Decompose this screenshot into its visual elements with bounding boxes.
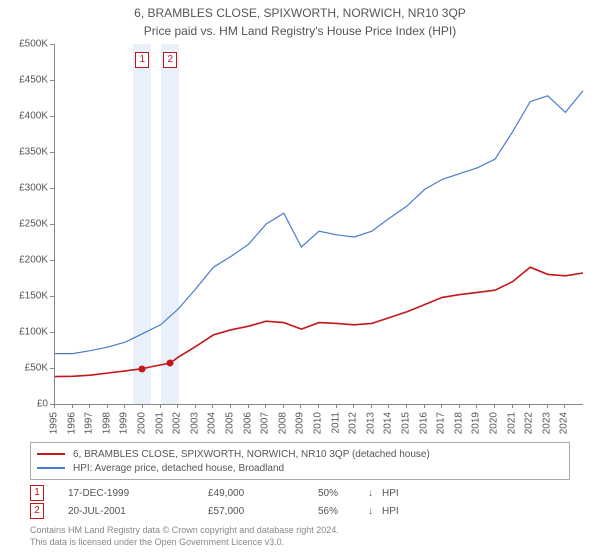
sale-pct: 56%	[318, 506, 368, 517]
y-axis-label: £250K	[2, 219, 48, 230]
legend-item: 6, BRAMBLES CLOSE, SPIXWORTH, NORWICH, N…	[37, 447, 563, 461]
down-arrow-icon: ↓	[368, 488, 382, 499]
legend-label: HPI: Average price, detached house, Broa…	[73, 463, 284, 474]
sale-price: £49,000	[208, 488, 318, 499]
x-axis-label: 1997	[84, 412, 95, 434]
y-axis-label: £450K	[2, 75, 48, 86]
x-axis-label: 2012	[348, 412, 359, 434]
x-axis-label: 1998	[101, 412, 112, 434]
x-axis-label: 2017	[436, 412, 447, 434]
sale-vs: HPI	[382, 506, 570, 517]
x-axis-label: 2008	[277, 412, 288, 434]
x-axis-label: 2016	[418, 412, 429, 434]
y-axis-label: £150K	[2, 291, 48, 302]
x-axis-label: 2024	[559, 412, 570, 434]
x-axis-label: 2018	[453, 412, 464, 434]
sale-vs: HPI	[382, 488, 570, 499]
y-axis-label: £0	[2, 399, 48, 410]
legend-label: 6, BRAMBLES CLOSE, SPIXWORTH, NORWICH, N…	[73, 449, 430, 460]
x-axis-label: 2002	[172, 412, 183, 434]
x-axis-label: 1999	[119, 412, 130, 434]
x-axis-label: 2007	[260, 412, 271, 434]
x-axis-label: 1995	[49, 412, 60, 434]
x-axis-label: 1996	[66, 412, 77, 434]
y-axis-label: £500K	[2, 39, 48, 50]
footer-line: This data is licensed under the Open Gov…	[30, 536, 339, 548]
x-axis-label: 2019	[471, 412, 482, 434]
x-axis-label: 2001	[154, 412, 165, 434]
sale-price: £57,000	[208, 506, 318, 517]
x-axis-label: 2011	[330, 412, 341, 434]
chart-svg	[55, 44, 583, 404]
chart-container: 6, BRAMBLES CLOSE, SPIXWORTH, NORWICH, N…	[0, 0, 600, 560]
chart-subtitle: Price paid vs. HM Land Registry's House …	[0, 20, 600, 38]
sale-marker: 1	[30, 485, 44, 501]
table-row: 1 17-DEC-1999 £49,000 50% ↓ HPI	[30, 484, 570, 502]
chart-title: 6, BRAMBLES CLOSE, SPIXWORTH, NORWICH, N…	[0, 0, 600, 20]
series-line-hpi	[55, 91, 583, 354]
x-axis-label: 2000	[137, 412, 148, 434]
x-axis-label: 2022	[524, 412, 535, 434]
sale-point	[167, 359, 174, 366]
y-axis-label: £400K	[2, 111, 48, 122]
x-axis-label: 2023	[541, 412, 552, 434]
table-row: 2 20-JUL-2001 £57,000 56% ↓ HPI	[30, 502, 570, 520]
sale-point	[139, 365, 146, 372]
x-axis-label: 2003	[189, 412, 200, 434]
x-axis-label: 2013	[365, 412, 376, 434]
x-axis-label: 2020	[489, 412, 500, 434]
x-axis-label: 2005	[225, 412, 236, 434]
sale-pct: 50%	[318, 488, 368, 499]
x-axis-label: 2006	[242, 412, 253, 434]
legend: 6, BRAMBLES CLOSE, SPIXWORTH, NORWICH, N…	[30, 442, 570, 480]
legend-swatch	[37, 467, 65, 469]
sale-marker-box: 2	[163, 52, 177, 68]
x-axis-label: 2021	[506, 412, 517, 434]
y-axis-label: £100K	[2, 327, 48, 338]
footer-line: Contains HM Land Registry data © Crown c…	[30, 524, 339, 536]
x-axis-label: 2009	[295, 412, 306, 434]
sale-date: 20-JUL-2001	[68, 506, 208, 517]
series-line-property	[55, 267, 583, 376]
y-axis-label: £350K	[2, 147, 48, 158]
plot-area: 12	[54, 44, 583, 405]
y-axis-label: £200K	[2, 255, 48, 266]
y-axis-label: £300K	[2, 183, 48, 194]
footer: Contains HM Land Registry data © Crown c…	[30, 524, 339, 548]
down-arrow-icon: ↓	[368, 506, 382, 517]
legend-item: HPI: Average price, detached house, Broa…	[37, 461, 563, 475]
x-axis-label: 2010	[313, 412, 324, 434]
sale-date: 17-DEC-1999	[68, 488, 208, 499]
x-axis-label: 2015	[401, 412, 412, 434]
y-axis-label: £50K	[2, 363, 48, 374]
x-axis-label: 2004	[207, 412, 218, 434]
x-axis-label: 2014	[383, 412, 394, 434]
legend-swatch	[37, 453, 65, 455]
sale-marker: 2	[30, 503, 44, 519]
sales-table: 1 17-DEC-1999 £49,000 50% ↓ HPI 2 20-JUL…	[30, 484, 570, 520]
sale-marker-box: 1	[135, 52, 149, 68]
